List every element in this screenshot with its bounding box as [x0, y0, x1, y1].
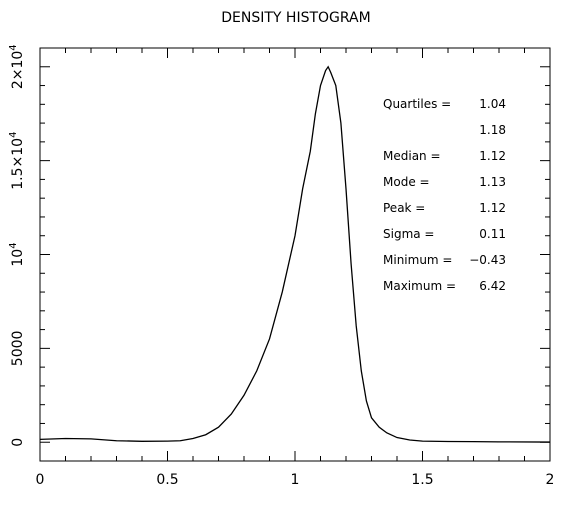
stat-value: 6.42	[479, 279, 506, 293]
y-tick-exponent: 4	[8, 132, 19, 138]
stat-value: −0.43	[469, 253, 506, 267]
y-tick-exponent: 4	[8, 44, 19, 50]
stat-label: Quartiles =	[383, 97, 451, 111]
stat-label: Maximum =	[383, 279, 456, 293]
y-tick-mantissa: 10	[10, 249, 26, 267]
y-tick-mantissa: 2×10	[10, 51, 26, 89]
y-tick-label: 2×104	[8, 44, 26, 89]
stat-value: 1.12	[479, 149, 506, 163]
y-tick-label: 5000	[10, 331, 26, 367]
y-tick-mantissa: 1.5×10	[10, 138, 26, 190]
stat-label: Sigma =	[383, 227, 434, 241]
chart-title: DENSITY HISTOGRAM	[221, 10, 370, 26]
y-tick-label: 104	[8, 242, 26, 266]
x-tick-label: 0	[36, 472, 45, 488]
x-tick-label: 0.5	[156, 472, 178, 488]
histogram-series-line	[39, 65, 551, 443]
x-tick-label: 2	[546, 472, 555, 488]
stat-value: 1.04	[479, 97, 506, 111]
stat-value: 1.13	[479, 175, 506, 189]
x-tick-label: 1	[291, 472, 300, 488]
stat-label: Mode =	[383, 175, 430, 189]
stat-value: 1.18	[479, 123, 506, 137]
stat-value: 1.12	[479, 201, 506, 215]
x-tick-label: 1.5	[411, 472, 433, 488]
statistics-panel: Quartiles = 1.04 1.18 Median = 1.12 Mode = 1.1…	[383, 97, 506, 293]
stat-value: 0.11	[479, 227, 506, 241]
y-tick-label: 0	[10, 438, 26, 447]
stat-label: Minimum =	[383, 253, 452, 267]
stat-label: Median =	[383, 149, 441, 163]
y-tick-exponent: 4	[8, 242, 19, 248]
stat-label: Peak =	[383, 201, 425, 215]
y-tick-label: 1.5×104	[8, 132, 26, 190]
x-axis: 0 0.5 1 1.5 2	[36, 48, 555, 488]
